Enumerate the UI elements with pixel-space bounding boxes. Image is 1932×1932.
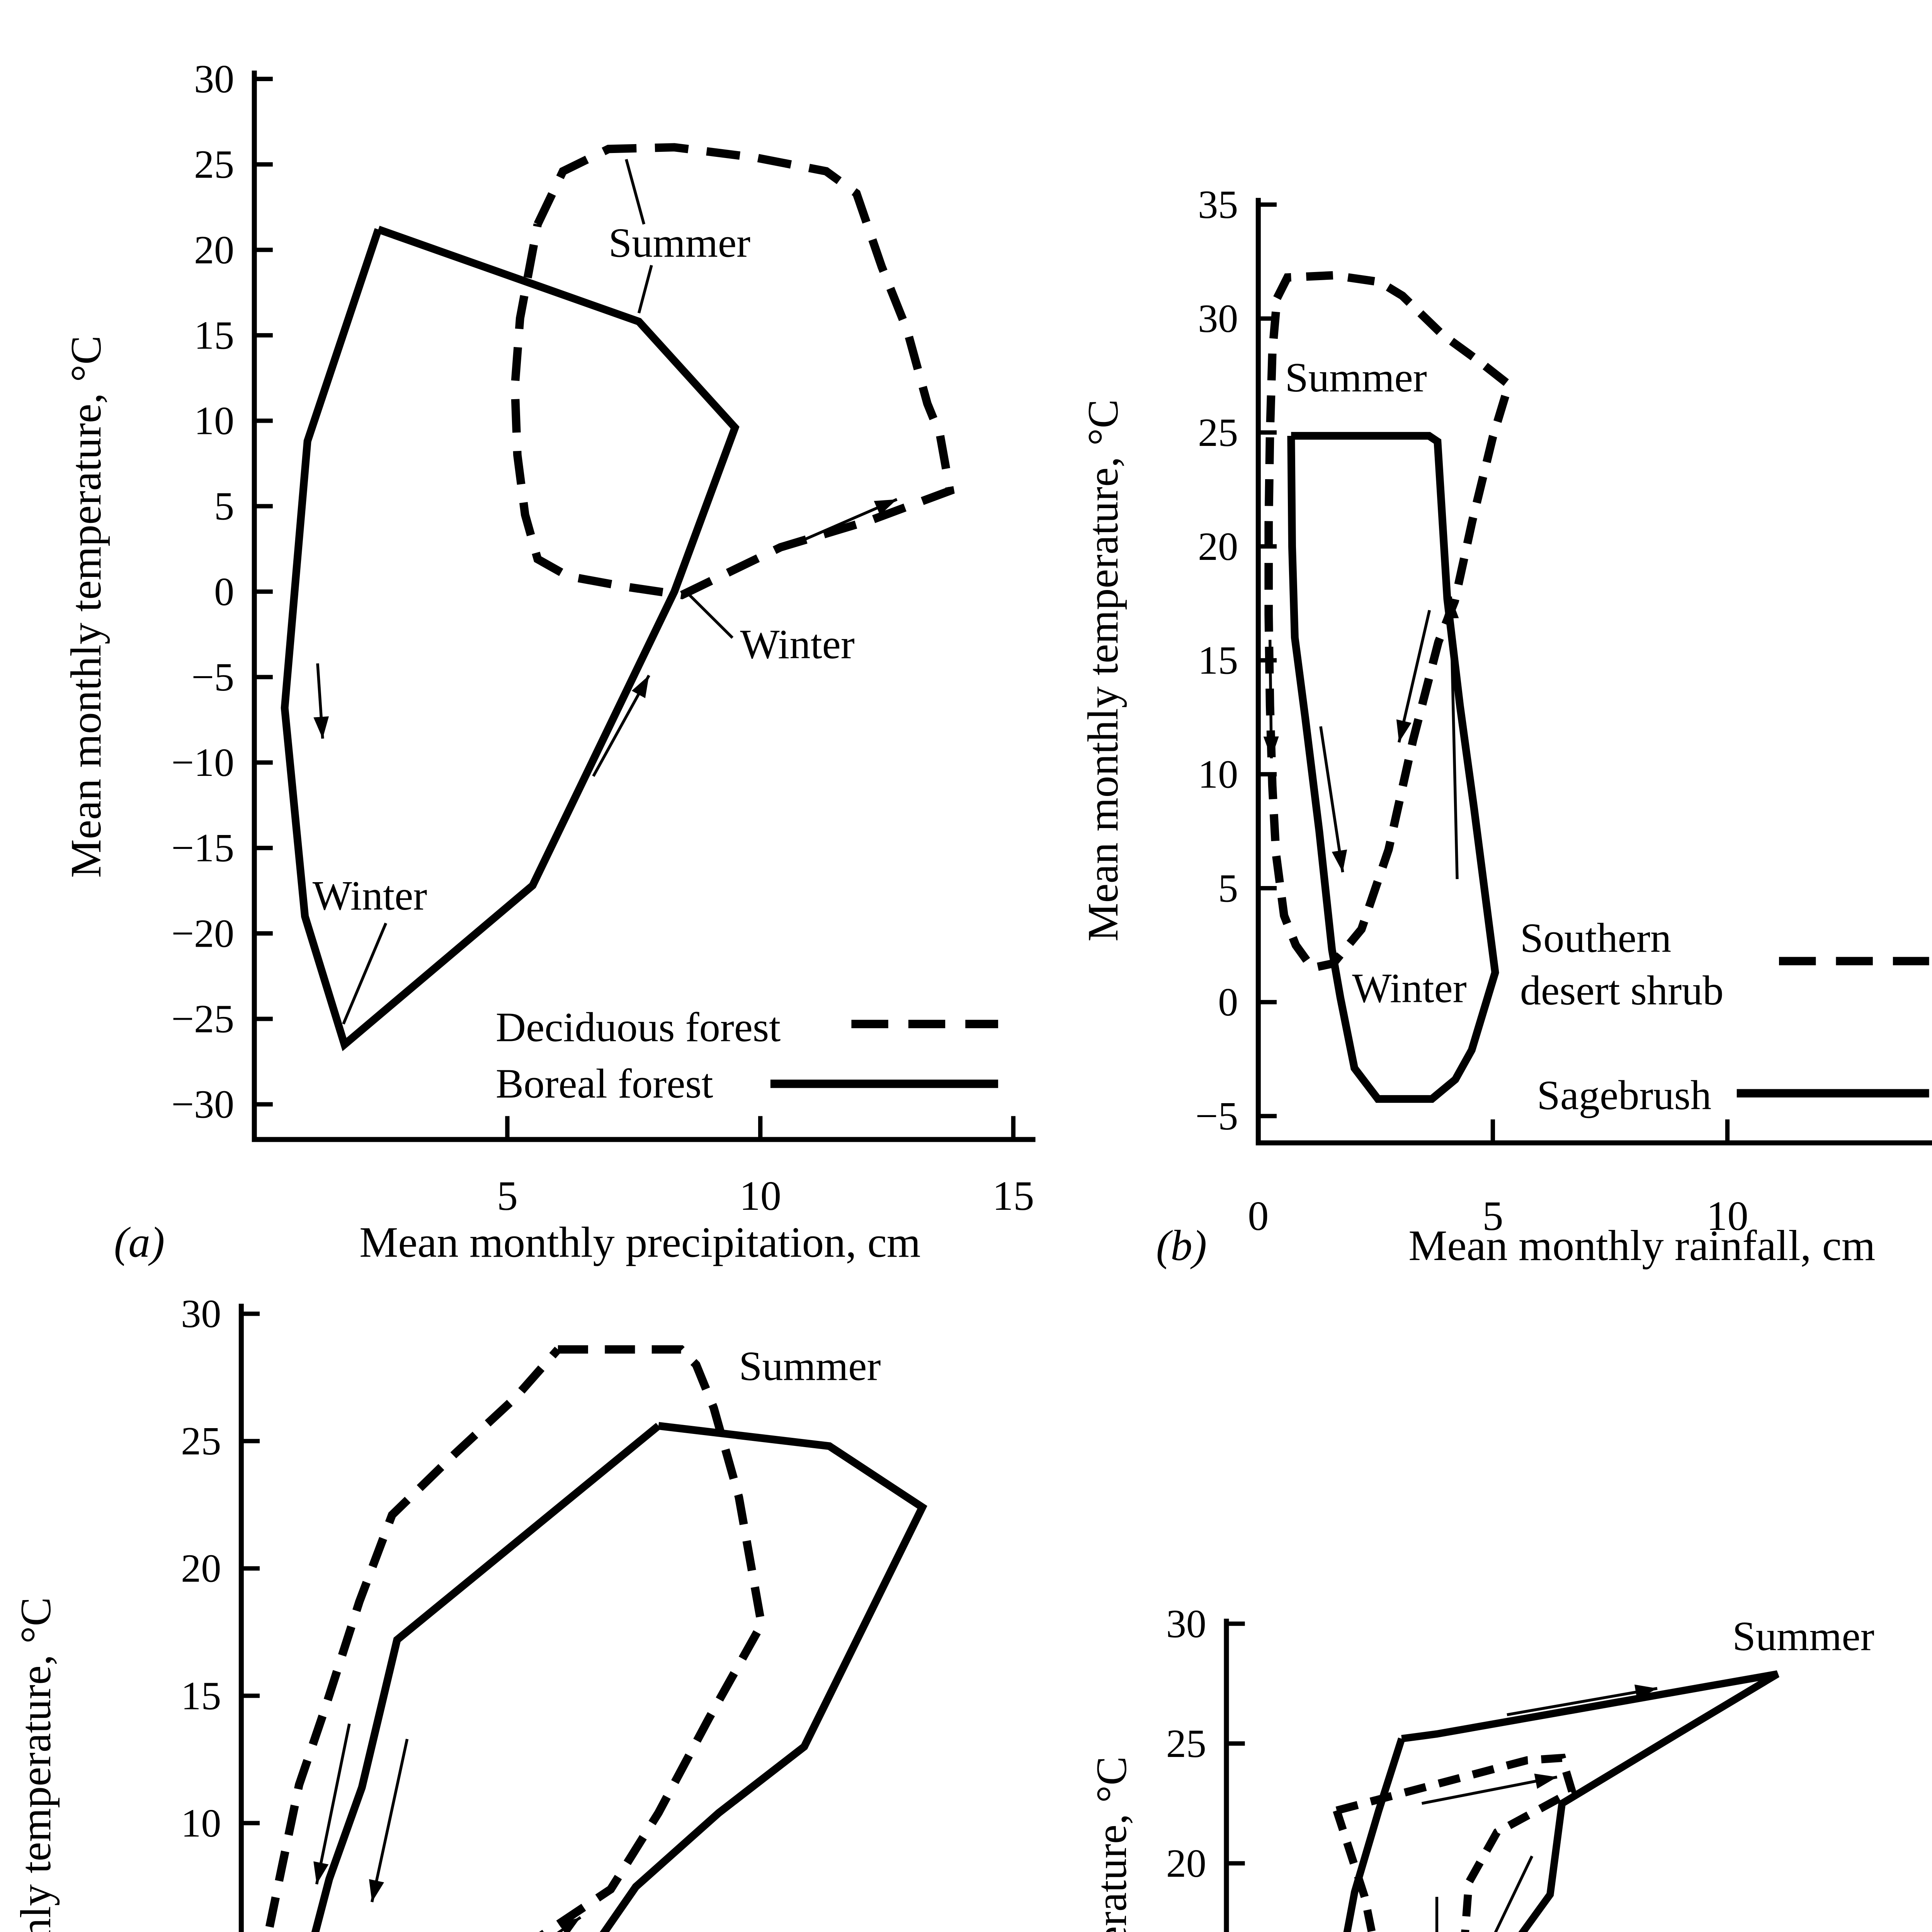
annotation-summer: Summer [739,1343,881,1389]
y-axis-title: Mean monthly temperature, °C [1088,1756,1136,1932]
panel-b: 35302520151050−5051015SummerWinterSouthe… [1079,182,1932,1270]
legend-label-southern: Southern [1520,915,1671,961]
direction-arrow-head [1634,1684,1657,1700]
y-tick-label: 20 [194,227,234,272]
direction-arrow-head [631,675,649,698]
y-axis-title: Mean monthly temperature, °C [1079,399,1127,942]
y-tick-label: 20 [1166,1841,1206,1886]
direction-arrow-head [1443,596,1459,619]
annotation-winter: Winter [1352,965,1467,1011]
legend-label-boreal-forest: Boreal forest [496,1060,713,1107]
y-tick-label: 10 [181,1801,221,1845]
y-tick-label: 20 [181,1546,221,1591]
axis-frame [1255,198,1932,1146]
y-tick-label: −10 [171,740,234,785]
x-tick-label: 5 [497,1173,518,1219]
y-tick-label: 5 [201,1928,221,1932]
legend-label-sagebrush: Sagebrush [1537,1072,1712,1119]
y-tick-label: 20 [1198,524,1238,569]
annotation-summer: Summer [1732,1613,1874,1659]
y-tick-label: −20 [171,911,234,956]
y-tick-label: 30 [194,56,234,101]
direction-arrow-head [1396,719,1412,743]
series-el-paso-texas [1343,1670,1780,1932]
direction-arrow-shaft [370,1738,409,1903]
pointer-line [688,594,734,639]
y-tick-label: 0 [1218,980,1238,1024]
x-axis-title: Mean monthly rainfall, cm [1408,1222,1875,1270]
y-tick-label: 15 [1198,638,1238,683]
y-tick-label: 10 [194,398,234,443]
legend-label-desert-shrub: desert shrub [1520,967,1724,1014]
direction-arrow-head [313,716,329,739]
y-tick-label: −25 [171,997,234,1041]
x-tick-label: 5 [1482,1193,1503,1239]
series-tall-grass [311,1422,927,1932]
y-tick-label: 30 [1166,1601,1206,1646]
y-tick-label: 25 [181,1418,221,1463]
series-boreal-forest [281,226,740,1051]
annotation-winter: Winter [313,872,427,919]
direction-arrow-head [313,1861,329,1884]
panel-a: 30 25 20 15 10 5 0 −5 −10 −15 −20 −25 −30 5 10 15 Summer… [62,56,1036,1267]
panel-letter: (b) [1156,1222,1207,1270]
y-tick-label: −5 [191,655,234,699]
direction-arrow-head [1534,1774,1557,1789]
y-tick-label: 30 [181,1291,221,1336]
pointer-line [637,265,653,314]
x-tick-label: 15 [992,1173,1034,1219]
y-tick-label: 0 [214,569,234,614]
direction-arrow-head [874,499,897,515]
y-tick-label: 25 [194,142,234,187]
legend-label-deciduous-forest: Deciduous forest [496,1004,781,1050]
series-short-grass [264,1345,766,1932]
y-tick-label: −30 [171,1082,234,1127]
direction-arrow-shaft [1507,1687,1658,1716]
annotation-summer: Summer [609,219,750,266]
y-tick-label: 10 [1198,752,1238,796]
x-tick-label: 0 [1248,1193,1269,1239]
y-tick-label: 25 [1166,1721,1206,1766]
direction-arrow-shaft [1449,596,1459,879]
direction-arrow-shaft [315,1723,351,1885]
annotation-winter: Winter [740,621,855,668]
y-axis-title: Mean monthly temperature, °C [62,335,110,878]
x-tick-label: 10 [740,1173,781,1219]
y-tick-label: 15 [194,313,234,357]
y-tick-label: 35 [1198,182,1238,227]
y-axis-title: Mean monthly temperature, °C [12,1597,60,1932]
direction-arrow-shaft [1421,1776,1558,1805]
series-deciduous-forest [510,143,955,600]
series-southern-desert-shrub [1264,271,1514,973]
axis-frame [238,1303,244,1932]
axis-frame [1224,1619,1229,1932]
x-axis-title: Mean monthly precipitation, cm [359,1219,920,1267]
annotation-summer: Summer [1285,354,1427,401]
direction-arrow-shaft [1319,726,1344,872]
panel-c: 302520151050−5−10−15051015SummerWinterSh… [12,1291,927,1932]
pointer-line [625,159,646,225]
y-tick-label: 30 [1198,296,1238,341]
direction-arrow-head [558,1917,581,1932]
y-tick-label: 25 [1198,410,1238,455]
direction-arrow-shaft [1494,1855,1534,1932]
direction-arrow-head [369,1879,384,1902]
y-tick-label: 5 [1218,866,1238,910]
y-tick-label: 15 [181,1673,221,1718]
y-tick-label: −15 [171,825,234,870]
panel-d: 302520151050−501234567SummerWinterAlbuqu… [1088,1601,1874,1932]
direction-arrow-shaft [1398,610,1431,743]
axis-frame [252,70,1036,1142]
y-tick-label: 5 [214,484,234,529]
panel-letter: (a) [114,1219,165,1267]
pointer-line [342,922,388,1025]
series-albuquerque-n-m [1333,1753,1577,1932]
y-tick-label: −5 [1196,1094,1238,1138]
x-tick-label: 10 [1706,1193,1748,1239]
direction-arrow-head [1263,736,1279,759]
direction-arrow-head [1332,849,1347,872]
